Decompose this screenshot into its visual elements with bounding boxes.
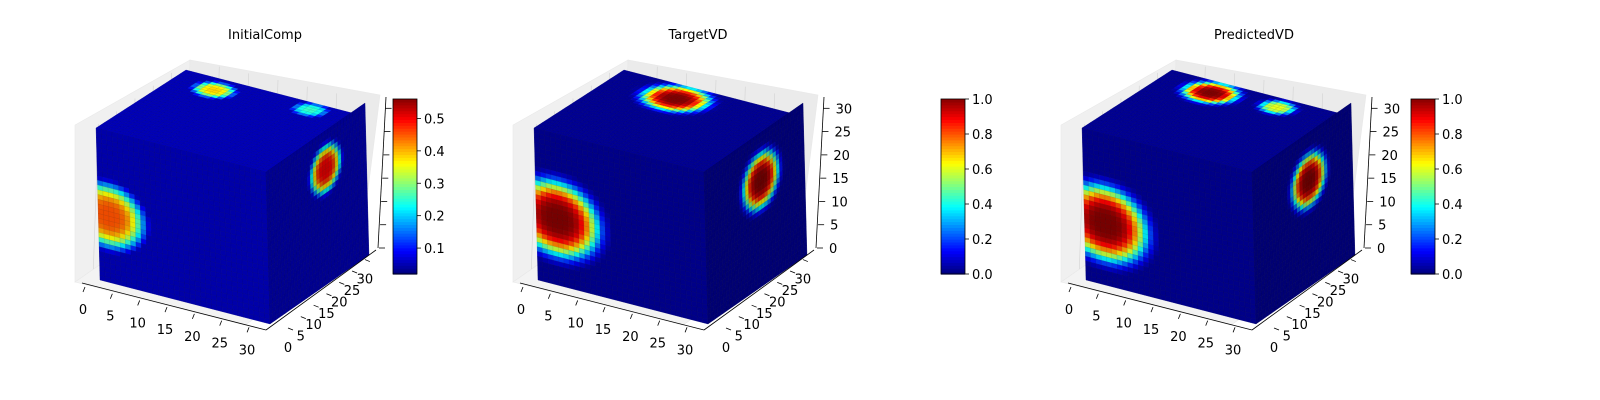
x-tick	[109, 293, 113, 299]
y-tick	[287, 327, 294, 331]
colorbar-tick-label: 0.2	[424, 210, 445, 225]
x-tick	[82, 286, 86, 293]
subplot-title: InitialComp	[228, 28, 302, 43]
colorbar-tick-label: 0.4	[424, 145, 445, 160]
colorbar-tick-label: 0.1	[424, 242, 445, 257]
x-tick-label: 10	[129, 316, 146, 331]
x-tick-label: 20	[184, 330, 201, 345]
voxel-face-front	[95, 127, 271, 325]
x-tick-label: 15	[157, 323, 174, 338]
y-tick-label: 0	[284, 341, 292, 356]
y-tick-label: 5	[297, 330, 305, 345]
x-tick-label: 30	[239, 343, 256, 358]
subplot-title: TargetVD	[667, 28, 727, 43]
x-tick	[246, 327, 250, 333]
z-axis-line	[377, 96, 387, 249]
x-tick	[219, 320, 223, 326]
x-tick-label: 0	[79, 303, 87, 318]
colorbar-tick-label: 0.5	[424, 112, 445, 127]
x-tick	[164, 307, 168, 313]
colorbar: 0.1 0.2 0.3 0.4 0.5	[392, 98, 445, 275]
colorbar-segment	[393, 99, 417, 103]
x-tick-label: 5	[106, 310, 114, 325]
x-tick	[137, 300, 141, 306]
y-tick-label: 30	[357, 273, 374, 288]
y-tick	[364, 259, 371, 262]
x-tick	[192, 313, 195, 320]
voxel-face-top	[95, 69, 357, 173]
colorbar-tick-label: 0.3	[424, 177, 445, 192]
x-tick-label: 25	[211, 337, 228, 352]
